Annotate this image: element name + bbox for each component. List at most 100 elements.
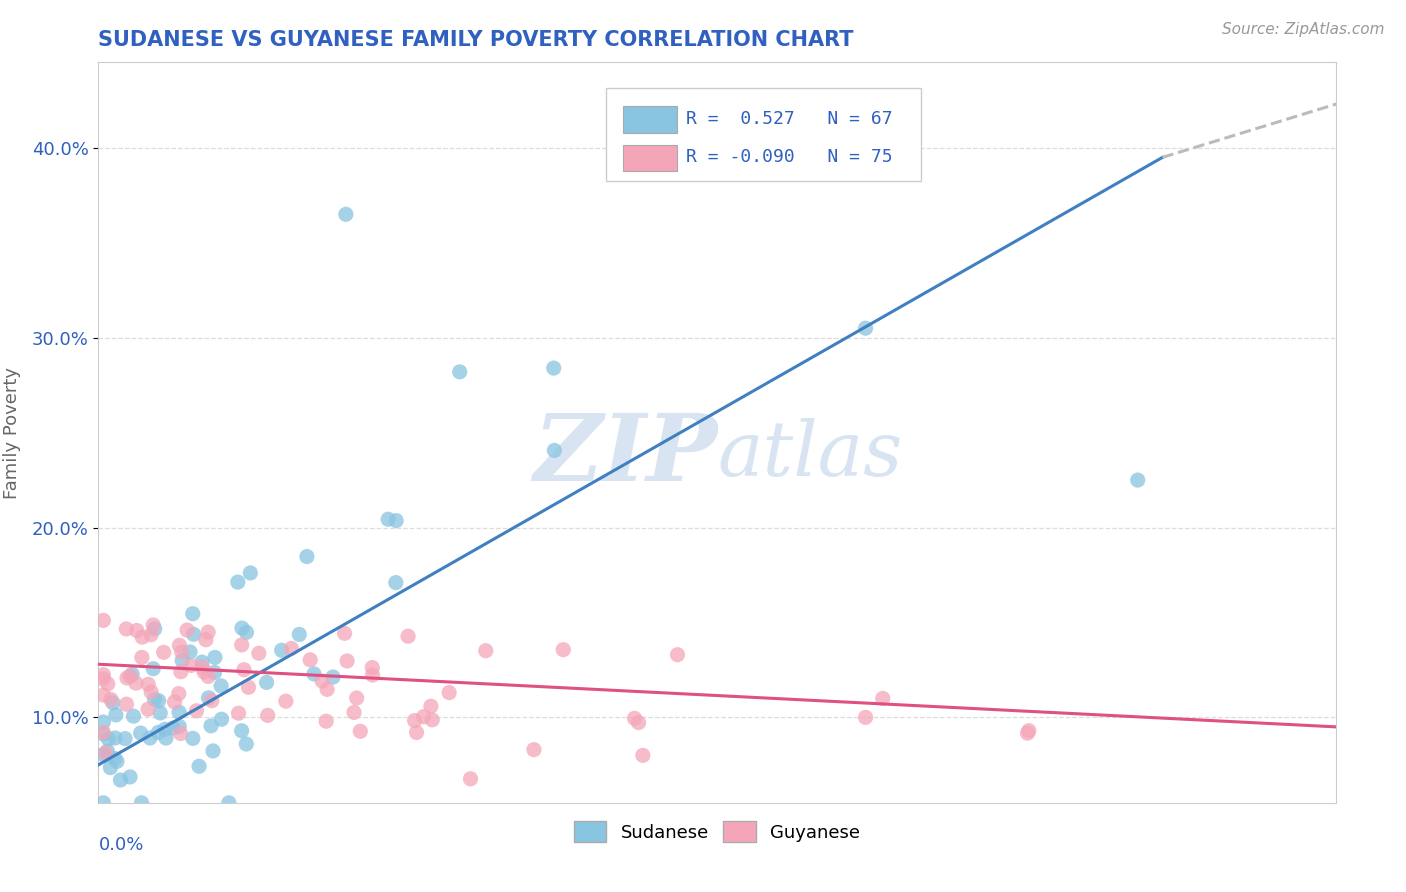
Point [437,685,460,699]
Point [188,759,211,773]
Point [204,665,226,680]
Text: R =  0.527   N = 67: R = 0.527 N = 67 [686,110,893,128]
Point [377,512,399,526]
Text: atlas: atlas [717,417,903,491]
Point [247,646,270,660]
Point [142,618,165,632]
Point [274,694,297,708]
FancyBboxPatch shape [606,88,921,181]
Point [322,670,344,684]
Point [100,692,122,706]
Point [169,638,191,652]
Point [176,623,198,637]
Point [136,677,159,691]
Point [419,699,441,714]
Point [141,685,163,699]
Point [335,207,357,221]
Point [256,708,278,723]
Point [346,691,368,706]
Point [311,674,333,689]
Point [131,630,153,644]
Point [449,365,471,379]
Point [152,645,174,659]
Point [316,682,339,697]
Point [110,772,132,787]
Point [191,655,214,669]
Point [170,726,193,740]
Point [238,681,260,695]
Point [209,679,232,693]
Text: SUDANESE VS GUYANESE FAMILY POVERTY CORRELATION CHART: SUDANESE VS GUYANESE FAMILY POVERTY CORR… [98,29,853,50]
Point [201,744,224,758]
Point [197,625,219,640]
Point [256,675,278,690]
Point [523,742,546,756]
Point [200,719,222,733]
Point [349,724,371,739]
Point [129,726,152,740]
Point [315,714,337,729]
Point [131,796,153,810]
Point [104,707,127,722]
Point [97,732,120,747]
Point [143,622,166,636]
Point [93,747,115,762]
FancyBboxPatch shape [623,145,678,171]
Point [93,613,115,627]
Point [197,690,219,705]
Point [396,629,419,643]
Point [167,705,190,719]
Point [231,621,253,635]
Point [104,751,127,765]
Point [139,628,162,642]
Point [361,660,384,674]
Point [280,641,302,656]
Y-axis label: Family Poverty: Family Poverty [3,367,21,499]
Point [153,723,176,737]
Point [100,761,122,775]
Point [231,638,253,652]
Point [385,575,408,590]
Text: R = -0.090   N = 75: R = -0.090 N = 75 [686,148,893,167]
Point [543,361,565,376]
Point [125,624,148,638]
Point [299,653,322,667]
Point [1017,726,1039,740]
Point [172,653,194,667]
Point [163,695,186,709]
Point [405,725,427,739]
Point [855,710,877,724]
Point [404,714,426,728]
Point [333,626,356,640]
Point [115,622,138,636]
Point [104,731,127,745]
Point [181,607,204,621]
Point [181,731,204,746]
Point [170,645,193,659]
Point [361,668,384,682]
Point [170,665,193,679]
Point [543,443,565,458]
Point [93,667,115,681]
Point [420,713,443,727]
Point [121,667,143,681]
Point [631,748,654,763]
Point [1018,723,1040,738]
Point [211,712,233,726]
FancyBboxPatch shape [623,106,678,133]
Point [235,625,257,640]
Point [143,692,166,706]
Point [93,672,115,686]
Point [131,650,153,665]
Point [139,731,162,745]
Point [197,669,219,683]
Point [343,706,366,720]
Point [336,654,359,668]
Point [94,746,117,760]
Point [125,676,148,690]
Point [167,719,190,733]
Point [96,744,118,758]
Point [114,731,136,746]
Point [186,704,208,718]
Point [191,660,214,674]
